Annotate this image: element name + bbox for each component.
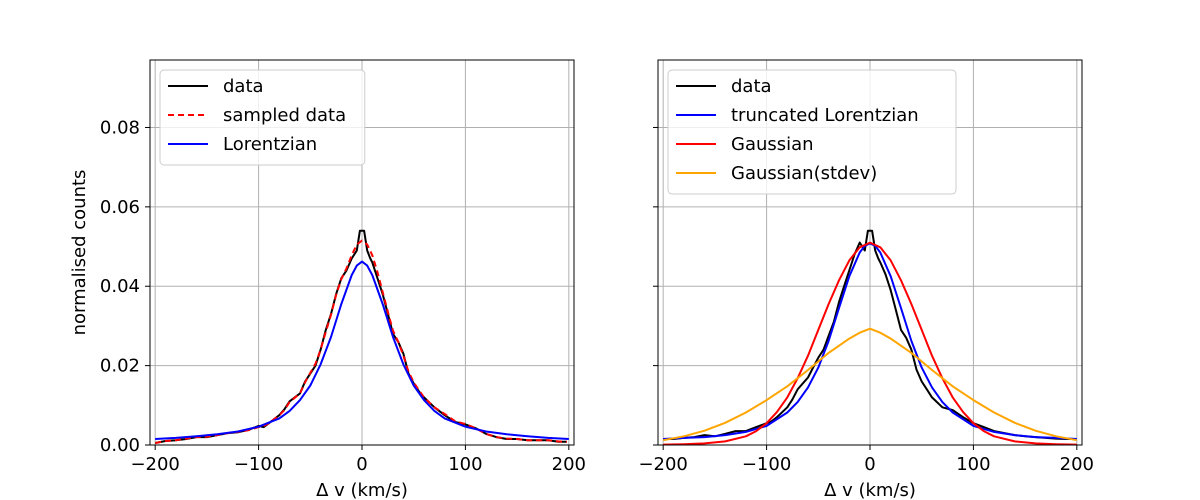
y-axis-label: normalised counts	[69, 170, 90, 336]
legend-label-gaussian: Gaussian	[731, 134, 814, 155]
x-tick-label: −100	[742, 454, 791, 475]
x-axis-label: Δ v (km/s)	[824, 480, 916, 500]
left-panel: −200 −100 0 100 200 0.00 0.02 0.04 0.06 0.08 Δ v (…	[69, 59, 586, 500]
y-tick-label: 0.04	[100, 276, 140, 297]
y-tick-label: 0.02	[100, 356, 140, 377]
legend-label-data: data	[223, 76, 264, 97]
legend: data sampled data Lorentzian	[159, 69, 366, 166]
x-tick-label: −200	[638, 454, 687, 475]
legend-label-data: data	[731, 76, 772, 97]
y-tick-label: 0.06	[100, 197, 140, 218]
x-tick-label: 0	[864, 454, 875, 475]
x-tick-label: 100	[956, 454, 990, 475]
series-line-data	[663, 229, 1075, 440]
x-tick-label: 200	[552, 454, 586, 475]
series-group	[663, 229, 1077, 445]
series-line-gaussian	[663, 241, 1077, 445]
legend-frame	[159, 69, 366, 166]
legend-label-sampled-data: sampled data	[223, 105, 346, 126]
legend-label-truncated-lorentzian: truncated Lorentzian	[731, 105, 919, 126]
series-line-sampled-data	[155, 239, 567, 444]
x-tick-label: 100	[448, 454, 482, 475]
x-tick-label: 200	[1060, 454, 1094, 475]
y-tick-label: 0.00	[100, 435, 140, 456]
right-panel: −200 −100 0 100 200 Δ v (km/s) data truncated L…	[638, 59, 1094, 500]
series-line-gaussian-stdev	[663, 327, 1077, 442]
legend: data truncated Lorentzian Gaussian Gaussian…	[667, 69, 957, 195]
series-line-lorentzian	[155, 260, 569, 440]
legend-label-gaussian-stdev: Gaussian(stdev)	[731, 163, 877, 184]
x-axis-label: Δ v (km/s)	[316, 480, 408, 500]
y-tick-label: 0.08	[100, 117, 140, 138]
series-group	[155, 229, 569, 444]
x-tick-label: −200	[130, 454, 179, 475]
x-tick-label: −100	[234, 454, 283, 475]
legend-frame	[667, 69, 957, 195]
legend-label-lorentzian: Lorentzian	[223, 134, 317, 155]
x-tick-label: 0	[356, 454, 367, 475]
